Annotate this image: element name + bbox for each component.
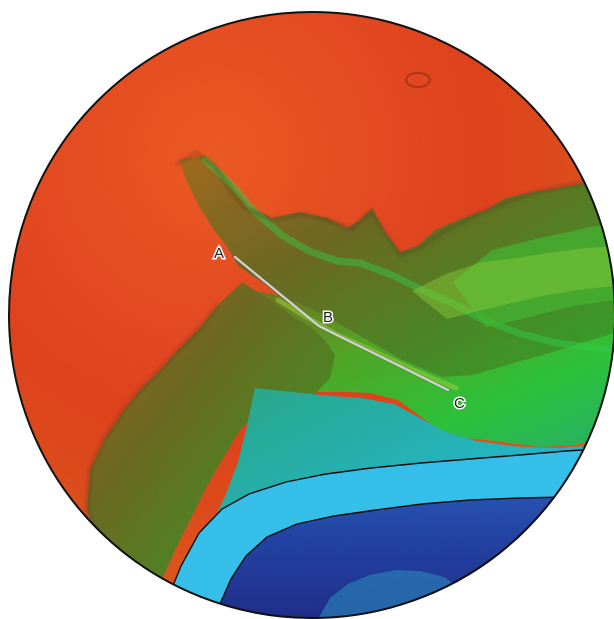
label-a: A <box>214 245 224 262</box>
small-crater-ring <box>405 72 431 88</box>
profile-line-shadow <box>232 254 451 393</box>
upper-right-fan-yellow <box>412 246 614 319</box>
teal-transition <box>172 388 614 614</box>
left-slope-band <box>87 282 335 600</box>
label-b: B <box>323 309 333 326</box>
shadow-scarp <box>174 150 614 259</box>
map-circle-outline <box>8 11 614 619</box>
label-c: C <box>454 395 465 412</box>
